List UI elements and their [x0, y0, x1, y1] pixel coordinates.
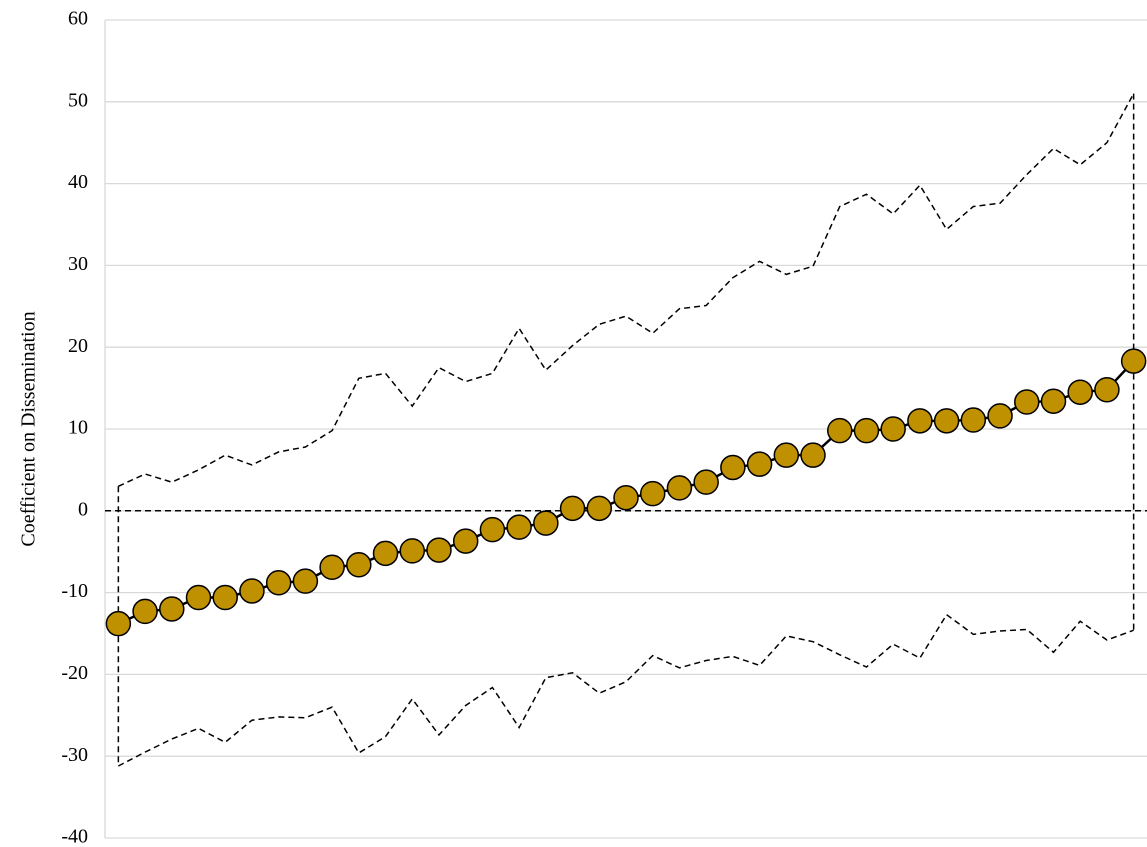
coef-marker — [773, 442, 800, 468]
coef-marker — [853, 417, 880, 444]
coef-marker — [826, 417, 853, 444]
y-tick-label: -20 — [61, 662, 88, 684]
coef-marker — [533, 510, 559, 536]
coef-marker — [105, 610, 132, 637]
coef-marker — [1094, 376, 1120, 403]
coef-marker — [346, 552, 372, 578]
coef-marker — [960, 407, 987, 433]
coef-marker — [132, 598, 158, 625]
coef-marker — [586, 495, 613, 522]
coef-marker — [746, 451, 773, 477]
y-tick-label: 50 — [68, 89, 88, 111]
coef-marker — [1067, 379, 1093, 405]
coef-marker — [372, 540, 399, 567]
coef-marker — [1014, 389, 1040, 415]
coef-marker — [212, 584, 238, 611]
coef-marker — [880, 416, 906, 442]
ci-line — [118, 613, 1134, 767]
coef-marker — [399, 538, 426, 564]
y-axis-label: Coefficient on Dissemination — [18, 311, 40, 546]
coef-marker — [1120, 348, 1147, 374]
coef-marker — [987, 403, 1013, 429]
coef-marker — [720, 454, 746, 481]
coef-marker — [159, 596, 185, 622]
y-tick-label: -30 — [61, 744, 88, 766]
y-tick-label: 60 — [68, 8, 88, 30]
coef-marker — [693, 469, 719, 495]
y-tick-label: 10 — [68, 417, 88, 439]
y-tick-label: 30 — [68, 253, 88, 275]
coef-marker — [666, 475, 693, 501]
coef-marker — [319, 554, 345, 580]
y-tick-label: 20 — [68, 335, 88, 357]
y-tick-label: -10 — [61, 580, 88, 602]
coef-marker — [265, 570, 292, 596]
coef-marker — [239, 578, 265, 604]
coef-marker — [559, 495, 586, 522]
coef-marker — [639, 480, 666, 507]
coef-marker — [185, 584, 212, 611]
y-tick-label: 0 — [78, 498, 88, 520]
y-tick-label: -40 — [61, 826, 88, 847]
y-tick-label: 40 — [68, 171, 88, 193]
ci-line — [118, 93, 1135, 487]
coef-marker — [506, 514, 532, 540]
coef-marker — [800, 442, 826, 468]
coef-marker — [1040, 388, 1067, 414]
coef-marker — [907, 408, 933, 434]
coef-marker — [426, 537, 452, 563]
coef-marker — [613, 484, 639, 511]
coef-marker — [933, 408, 960, 434]
coef-marker — [292, 568, 319, 594]
coef-marker — [452, 528, 479, 554]
coef-marker — [479, 516, 506, 543]
